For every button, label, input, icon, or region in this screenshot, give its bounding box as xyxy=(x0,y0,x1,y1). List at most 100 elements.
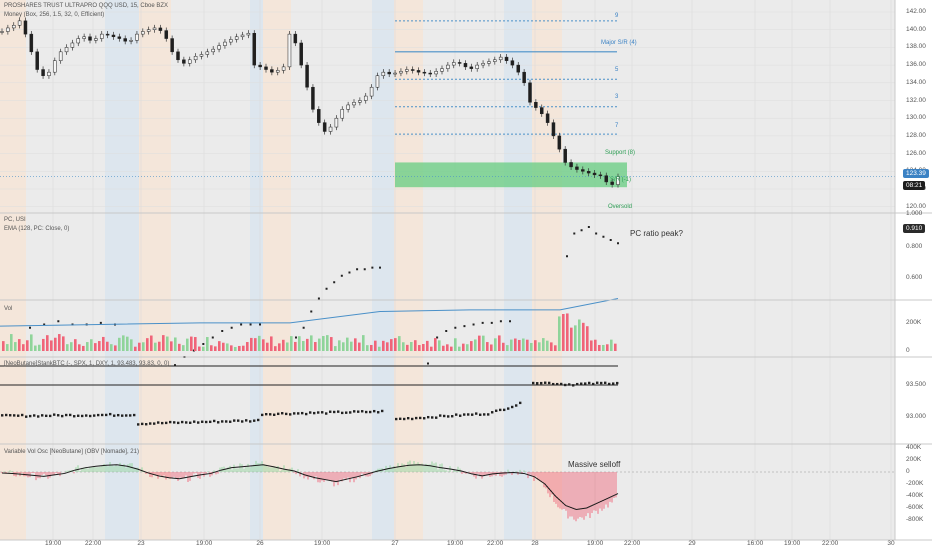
pc-point xyxy=(481,321,484,324)
pc-point xyxy=(348,271,351,274)
vol-title[interactable]: Vol xyxy=(4,306,13,312)
volume-bar xyxy=(82,345,85,351)
candle-body xyxy=(463,63,468,68)
volume-bar xyxy=(202,346,205,351)
candle-body xyxy=(293,33,298,44)
volume-bar xyxy=(118,337,121,351)
volume-bar xyxy=(178,343,181,351)
neo-point xyxy=(289,413,292,416)
candle-body xyxy=(270,69,274,73)
volume-bar xyxy=(86,342,89,351)
candle-body xyxy=(240,34,245,38)
volume-bar xyxy=(306,338,309,351)
neo-point xyxy=(189,421,192,424)
neo-point xyxy=(411,417,414,421)
volume-bar xyxy=(298,336,301,351)
session-band xyxy=(372,0,394,540)
neo-point xyxy=(427,415,430,419)
neo-point xyxy=(169,420,172,424)
volume-bar xyxy=(246,342,249,351)
session-band xyxy=(0,0,26,540)
volume-bar xyxy=(286,342,289,351)
pc-title[interactable]: PC, USI xyxy=(4,217,26,223)
volume-bar xyxy=(58,334,61,351)
neo-point xyxy=(616,381,619,385)
neo-point xyxy=(293,412,296,415)
neo-point xyxy=(341,411,344,415)
neo-point xyxy=(245,419,248,422)
pc-note: PC ratio peak? xyxy=(630,229,683,238)
volume-bar xyxy=(442,345,445,351)
candle-body xyxy=(305,64,309,88)
candle-body xyxy=(246,32,251,36)
candle-body xyxy=(581,169,585,172)
pc-point xyxy=(249,323,252,326)
time-tick: 28 xyxy=(531,540,539,547)
volume-bar xyxy=(570,327,573,351)
neo-point xyxy=(399,417,402,420)
candle-body xyxy=(35,51,39,70)
volume-bar xyxy=(338,340,341,351)
neo-point xyxy=(241,420,244,423)
candle-body xyxy=(545,113,550,123)
neo-point xyxy=(9,414,12,417)
candle-body xyxy=(176,51,180,61)
volume-bar xyxy=(554,345,557,351)
candle-body xyxy=(88,36,92,41)
volume-bar xyxy=(418,345,421,351)
neo-point xyxy=(197,421,200,424)
neo-point xyxy=(369,410,372,414)
neo-point xyxy=(600,381,603,385)
neo-point xyxy=(588,381,591,385)
candle-body xyxy=(252,32,257,66)
volume-bar xyxy=(426,340,429,351)
volume-bar xyxy=(398,336,401,351)
candle-body xyxy=(229,39,233,43)
volume-bar xyxy=(458,346,461,351)
pc-point xyxy=(325,287,328,290)
pc-point xyxy=(379,266,381,269)
volume-bar xyxy=(94,343,97,351)
candle-body xyxy=(340,109,345,119)
volume-bar xyxy=(354,338,357,351)
last-price-tag: 123.39 xyxy=(903,169,929,178)
neo-point xyxy=(353,410,356,413)
neo-point xyxy=(345,411,348,414)
neo-point xyxy=(133,413,136,417)
pc-point xyxy=(57,320,60,323)
candle-body xyxy=(70,42,75,48)
volume-bar xyxy=(482,335,485,351)
volume-bar xyxy=(402,342,405,351)
volume-bar xyxy=(602,344,605,351)
neo-point xyxy=(65,413,68,417)
price-tick: 128.00 xyxy=(906,131,926,139)
symbol-header[interactable]: PROSHARES TRUST ULTRAPRO QQQ USD, 15, Cb… xyxy=(4,3,169,9)
pc-point xyxy=(259,323,261,326)
neo-point xyxy=(377,411,380,414)
volume-bar xyxy=(598,344,601,351)
volume-bar xyxy=(250,337,253,351)
osc-tick: 400K xyxy=(906,444,922,451)
osc-title[interactable]: Variable Vol Osc [NeoButane] (OBV [Nomad… xyxy=(4,449,139,455)
neo-point xyxy=(435,416,438,419)
candle-body xyxy=(311,86,315,110)
volume-bar xyxy=(46,335,49,351)
candle-body xyxy=(99,33,104,39)
volume-bar xyxy=(474,339,477,351)
study-header[interactable]: Money (Box, 256, 1.5, 32, 0, Efficient) xyxy=(4,12,105,18)
neo-point xyxy=(73,415,76,418)
neo-point xyxy=(305,412,308,416)
volume-bar xyxy=(478,335,481,351)
time-tick: 29 xyxy=(688,540,696,547)
price-tick: 130.00 xyxy=(906,114,926,122)
neo-point xyxy=(608,382,611,386)
neo-point xyxy=(447,415,450,418)
volume-bar xyxy=(110,344,113,351)
neo-title[interactable]: [NeoButane]StankBTC (-, SPX, 1, DXY, 1, … xyxy=(4,361,170,367)
neo-point xyxy=(395,417,398,421)
volume-bar xyxy=(122,335,125,351)
volume-bar xyxy=(254,338,257,351)
neo-point xyxy=(329,410,332,413)
pc-subtitle[interactable]: EMA (128, PC: Close, 0) xyxy=(4,226,70,232)
